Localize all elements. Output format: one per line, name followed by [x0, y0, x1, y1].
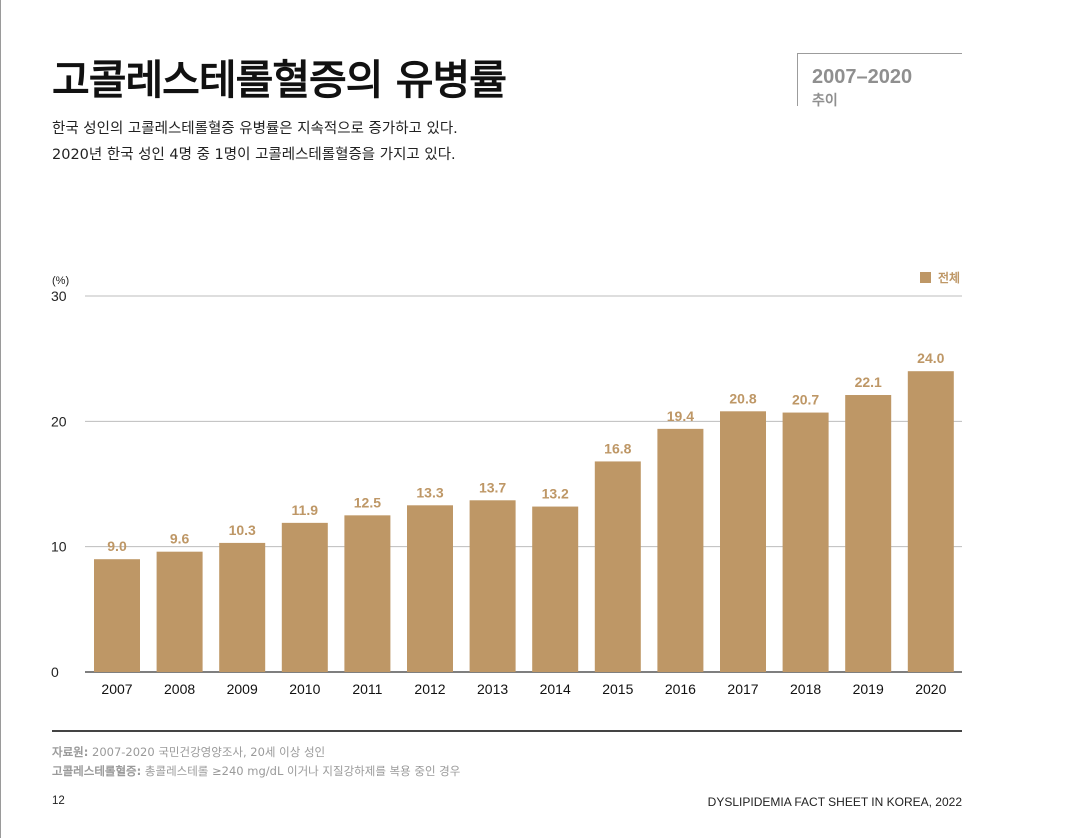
- x-tick-label-2007: 2007: [101, 681, 132, 697]
- data-label-2013: 13.7: [479, 479, 506, 495]
- x-tick-label-2010: 2010: [289, 681, 320, 697]
- source-label: 자료원:: [52, 745, 89, 759]
- legend-label: 전체: [938, 270, 960, 285]
- data-label-2017: 20.8: [729, 390, 756, 406]
- y-tick-label: 20: [51, 413, 67, 429]
- page-number: 12: [52, 795, 65, 807]
- definition-label: 고콜레스테롤혈증:: [52, 764, 142, 778]
- legend-swatch: [920, 272, 931, 283]
- bar-2007: [94, 559, 140, 672]
- footer-rule: [52, 730, 962, 732]
- data-label-2011: 12.5: [354, 494, 381, 510]
- bar-2008: [156, 551, 203, 672]
- x-tick-label-2008: 2008: [164, 681, 195, 697]
- data-label-2007: 9.0: [107, 538, 127, 554]
- data-label-2012: 13.3: [416, 484, 443, 500]
- x-tick-label-2013: 2013: [477, 681, 508, 697]
- data-label-2014: 13.2: [542, 486, 569, 502]
- bar-2013: [469, 500, 516, 672]
- bar-2015: [594, 461, 641, 672]
- x-tick-label-2014: 2014: [540, 681, 571, 697]
- x-tick-label-2019: 2019: [853, 681, 884, 697]
- definition-text: 총콜레스테롤 ≥240 mg/dL 이거나 지질강하제를 복용 중인 경우: [141, 764, 461, 778]
- bar-2016: [657, 428, 704, 672]
- period-years: 2007–2020: [812, 66, 913, 88]
- x-tick-label-2016: 2016: [665, 681, 696, 697]
- x-tick-label-2020: 2020: [915, 681, 946, 697]
- subtitle-line-1: 한국 성인의 고콜레스테롤혈증 유병률은 지속적으로 증가하고 있다.: [52, 121, 458, 137]
- data-label-2009: 10.3: [229, 522, 256, 538]
- document-title: DYSLIPIDEMIA FACT SHEET IN KOREA, 2022: [707, 795, 962, 809]
- subtitle-line-2: 2020년 한국 성인 4명 중 1명이 고콜레스테롤혈증을 가지고 있다.: [52, 147, 456, 163]
- period-box: 2007–2020 추이: [797, 53, 962, 109]
- page-edge: [0, 0, 1, 838]
- bar-2018: [782, 412, 829, 672]
- source-note: 자료원: 2007-2020 국민건강영양조사, 20세 이상 성인: [52, 744, 325, 760]
- data-label-2020: 24.0: [917, 350, 944, 366]
- definition-note: 고콜레스테롤혈증: 총콜레스테롤 ≥240 mg/dL 이거나 지질강하제를 복…: [52, 763, 460, 779]
- data-label-2015: 16.8: [604, 440, 631, 456]
- bar-2012: [407, 505, 453, 672]
- x-tick-label-2009: 2009: [227, 681, 258, 697]
- bar-2010: [281, 522, 328, 672]
- bar-2019: [845, 395, 892, 672]
- x-tick-label-2017: 2017: [727, 681, 758, 697]
- y-tick-label: 30: [51, 288, 67, 304]
- data-label-2018: 20.7: [792, 392, 819, 408]
- y-tick-label: 0: [51, 664, 59, 680]
- bar-chart: 0 10 20 30(%) 전체 9.0 2007 9.6 2008 10.3 2009 11.9 20…: [51, 270, 962, 697]
- bar-2017: [720, 411, 766, 672]
- source-text: 2007-2020 국민건강영양조사, 20세 이상 성인: [88, 745, 326, 759]
- bar-2009: [219, 542, 266, 672]
- period-label: 추이: [812, 93, 838, 109]
- page-title: 고콜레스테롤혈증의 유병률: [52, 56, 507, 104]
- x-tick-label-2012: 2012: [414, 681, 445, 697]
- x-tick-label-2015: 2015: [602, 681, 633, 697]
- data-label-2016: 19.4: [667, 408, 694, 424]
- bar-2011: [344, 515, 391, 672]
- bar-2014: [532, 506, 579, 672]
- y-tick-label: 10: [51, 539, 67, 555]
- data-label-2010: 11.9: [292, 502, 319, 518]
- y-axis-unit: (%): [52, 275, 69, 287]
- x-tick-label-2018: 2018: [790, 681, 821, 697]
- data-label-2008: 9.6: [170, 531, 190, 547]
- bar-2020: [907, 371, 954, 672]
- x-tick-label-2011: 2011: [352, 681, 382, 697]
- data-label-2019: 22.1: [855, 374, 882, 390]
